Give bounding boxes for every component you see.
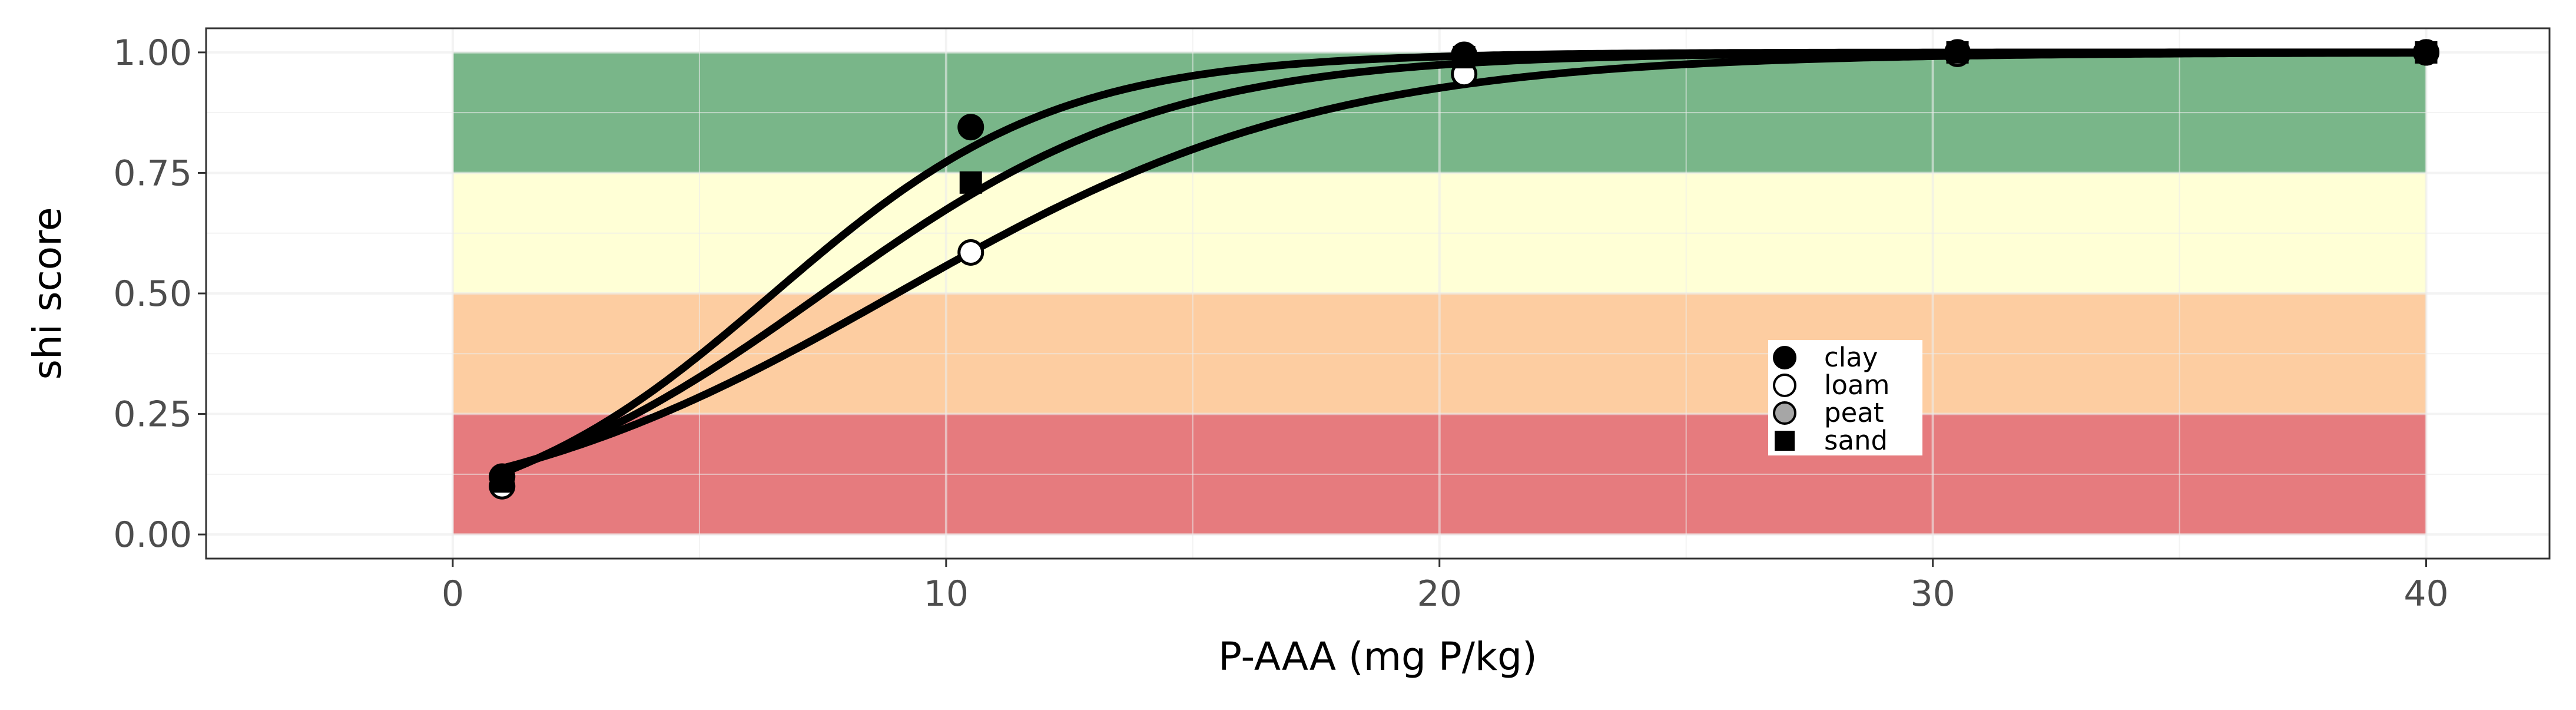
legend-key-peat — [1773, 401, 1796, 425]
point-loam — [957, 239, 984, 266]
axis-ticks: 0 10 20 30 40 0.00 0.25 0.50 0.75 1.00 — [113, 32, 2448, 615]
x-tick-label: 0 — [442, 573, 464, 615]
legend-key-loam — [1773, 374, 1796, 397]
gridlines — [206, 28, 2550, 559]
legend-key-clay — [1773, 346, 1796, 369]
y-axis-title: shi score — [25, 207, 70, 380]
point-sand — [2415, 41, 2438, 64]
point-sand — [490, 470, 513, 493]
y-tick-label: 0.75 — [113, 153, 192, 194]
point-sand — [959, 171, 982, 194]
point-sand — [1946, 41, 1969, 64]
point-clay — [957, 114, 984, 141]
data-points — [489, 39, 2440, 500]
x-tick-label: 30 — [1910, 573, 1955, 615]
legend-label-loam: loam — [1824, 369, 1889, 401]
legend-label-clay: clay — [1824, 342, 1878, 373]
y-tick-label: 0.00 — [113, 514, 192, 556]
x-tick-label: 20 — [1417, 573, 1462, 615]
y-tick-label: 0.50 — [113, 273, 192, 315]
x-tick-label: 40 — [2403, 573, 2448, 615]
legend-label-peat: peat — [1824, 397, 1884, 428]
x-axis-title: P-AAA (mg P/kg) — [1218, 634, 1537, 679]
point-sand — [1453, 46, 1476, 69]
legend-key-sand — [1775, 431, 1795, 451]
y-tick-label: 1.00 — [113, 32, 192, 74]
x-tick-label: 10 — [924, 573, 969, 615]
legend-label-sand: sand — [1824, 425, 1888, 456]
y-tick-label: 0.25 — [113, 394, 192, 435]
